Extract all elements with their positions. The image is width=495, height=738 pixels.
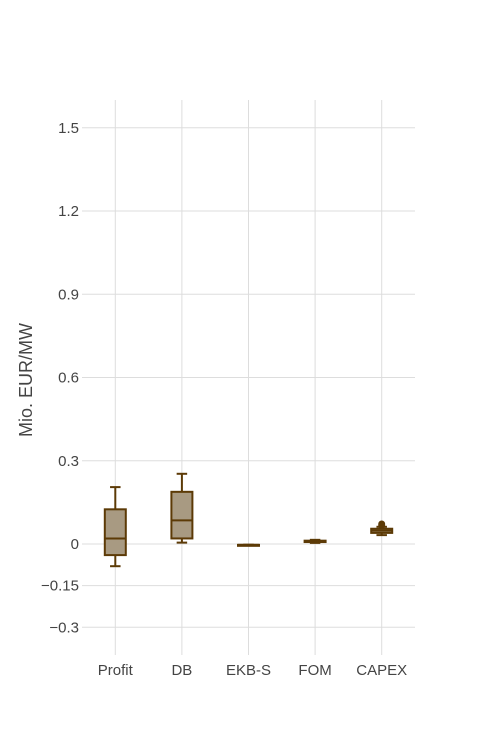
y-tick-label: 1.5	[58, 120, 79, 137]
grid	[82, 100, 415, 655]
box-db	[170, 472, 194, 544]
y-tick-label: −0.3	[49, 619, 79, 636]
y-axis-title: Mio. EUR/MW	[16, 323, 36, 437]
box-profit	[103, 486, 127, 568]
iqr-box	[103, 508, 127, 557]
x-tick-label: EKB-S	[226, 662, 271, 679]
x-tick-label: CAPEX	[356, 662, 407, 679]
box-capex	[370, 520, 394, 537]
y-axis-ticks: −0.3 −0.15 0 0.3 0.6 0.9 1.2 1.5	[41, 120, 79, 637]
x-tick-label: Profit	[98, 662, 134, 679]
iqr-box	[170, 490, 194, 540]
y-tick-label: 0.9	[58, 286, 79, 303]
y-tick-label: −0.15	[41, 578, 79, 595]
x-tick-label: FOM	[298, 662, 331, 679]
box-ekb-s	[237, 543, 260, 547]
boxes	[103, 472, 394, 568]
outlier-point	[378, 522, 386, 530]
x-axis-ticks: Profit DB EKB-S FOM CAPEX	[98, 662, 407, 679]
x-tick-label: DB	[171, 662, 192, 679]
box-fom	[303, 538, 327, 544]
y-tick-label: 0.3	[58, 453, 79, 470]
y-tick-label: 0.6	[58, 370, 79, 387]
y-tick-label: 0	[71, 536, 79, 553]
y-tick-label: 1.2	[58, 203, 79, 220]
